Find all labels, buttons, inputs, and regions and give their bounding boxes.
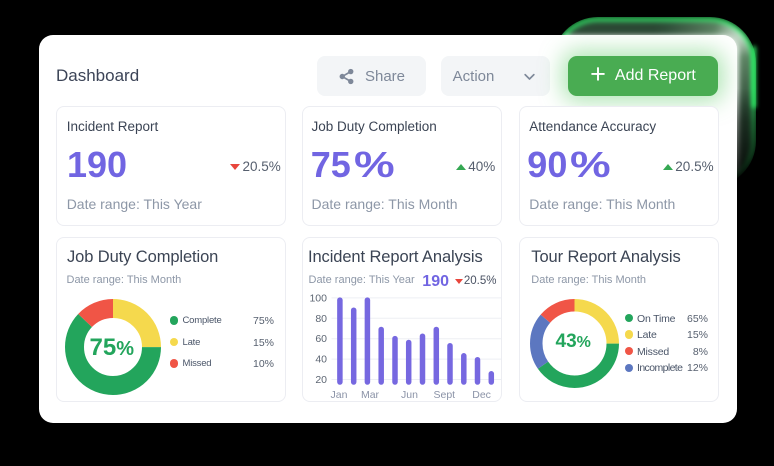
svg-text:100: 100 xyxy=(309,292,327,304)
svg-text:Jun: Jun xyxy=(401,389,418,401)
svg-text:80: 80 xyxy=(315,312,327,324)
svg-text:60: 60 xyxy=(315,333,327,345)
svg-text:Jan: Jan xyxy=(330,389,347,401)
svg-text:Dec: Dec xyxy=(472,389,491,401)
svg-text:Mar: Mar xyxy=(360,389,379,401)
svg-text:20: 20 xyxy=(315,374,327,386)
svg-text:Sept: Sept xyxy=(433,389,455,401)
svg-text:40: 40 xyxy=(315,353,327,365)
